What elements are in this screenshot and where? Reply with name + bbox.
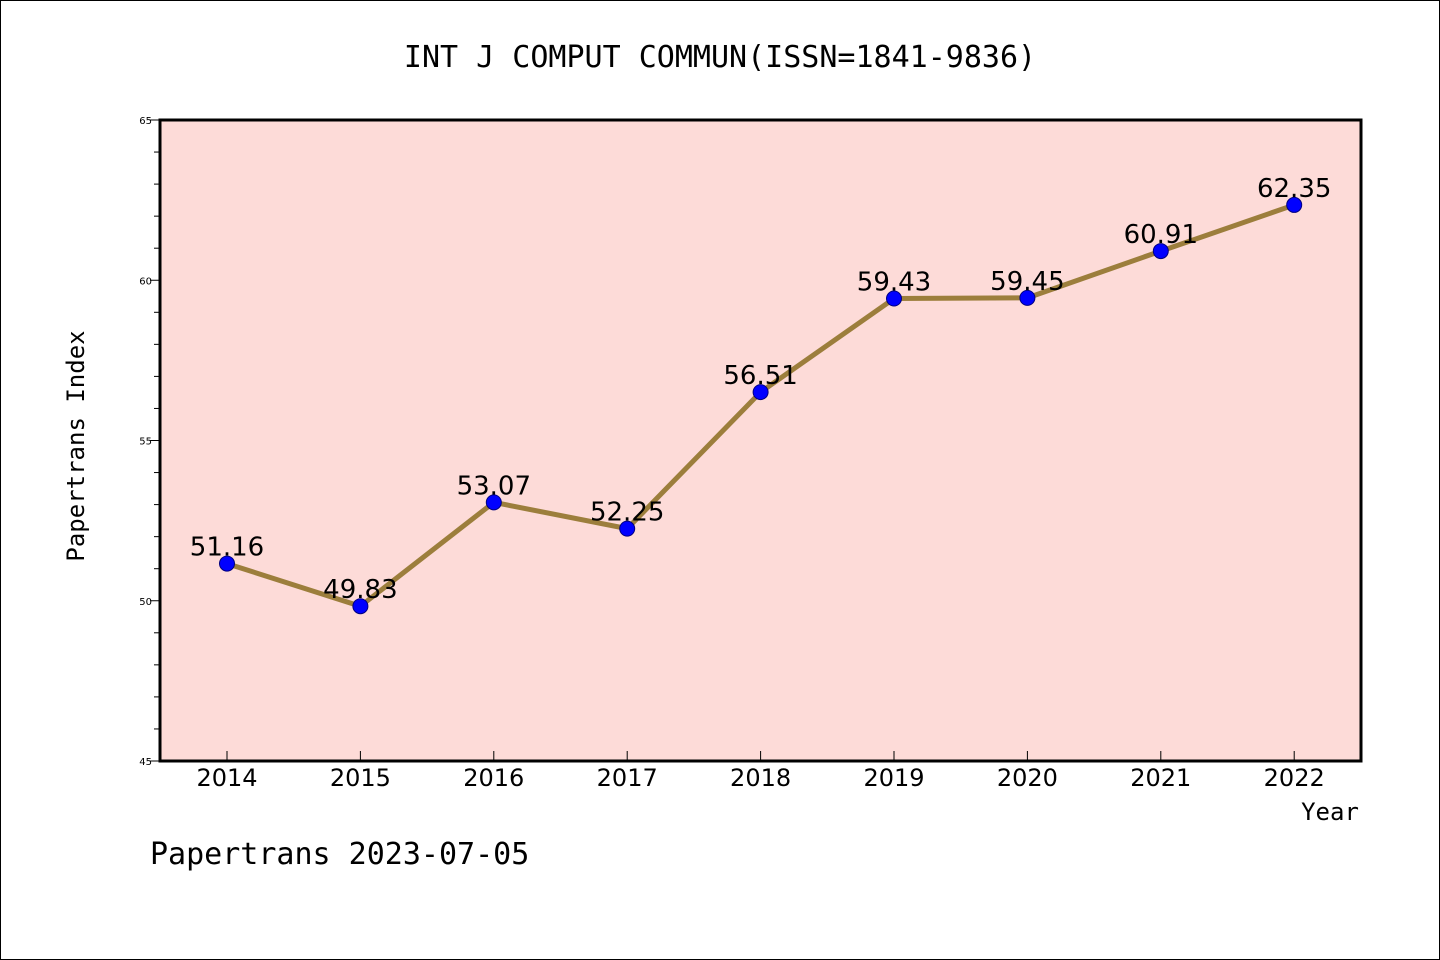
chart-title: INT J COMPUT COMMUN(ISSN=1841-9836) [404, 40, 1036, 75]
y-tick-label: 60 [139, 276, 152, 287]
x-tick-label: 2016 [463, 764, 524, 792]
x-tick-label: 2021 [1130, 764, 1191, 792]
data-point [886, 290, 902, 307]
x-axis-label: Year [1301, 798, 1359, 826]
footer-text: Papertrans 2023-07-05 [150, 837, 529, 872]
data-point [219, 555, 235, 572]
y-tick-label: 55 [139, 437, 152, 448]
y-axis: 45 50 55 60 65 [139, 116, 160, 768]
x-tick-label: 2019 [863, 764, 924, 792]
data-point [1286, 196, 1303, 213]
data-point [752, 384, 769, 401]
data-labels: 51.16 49.83 53.07 52.25 56.51 59.43 59.45 60.91… [190, 174, 1332, 605]
data-point [1152, 243, 1169, 260]
data-label: 60.91 [1124, 220, 1198, 250]
x-tick-label: 2018 [730, 764, 791, 792]
x-tick-label: 2015 [330, 764, 391, 792]
data-label: 49.83 [323, 575, 397, 605]
data-label: 51.16 [190, 533, 264, 563]
data-point [619, 520, 636, 537]
data-point [1019, 289, 1036, 306]
x-tick-label: 2014 [196, 764, 257, 792]
y-tick-label: 45 [139, 757, 152, 768]
data-label: 53.07 [457, 471, 531, 501]
data-label: 52.25 [590, 498, 664, 528]
data-point [485, 494, 502, 511]
x-tick-label: 2020 [997, 764, 1058, 792]
data-label: 59.45 [990, 267, 1064, 297]
data-point [352, 598, 369, 615]
x-tick-label: 2017 [597, 764, 658, 792]
x-tick-label: 2022 [1264, 764, 1325, 792]
y-tick-label: 50 [139, 597, 152, 608]
x-axis: 2014 2015 2016 2017 2018 2019 2020 2021 2022 [196, 751, 1325, 792]
y-tick-label: 65 [139, 116, 152, 127]
plot-border [158, 118, 1363, 763]
data-label: 62.35 [1257, 174, 1331, 204]
data-label: 59.43 [857, 268, 931, 298]
data-markers [219, 196, 1303, 615]
y-axis-label: Papertrans Index [62, 330, 90, 561]
data-label: 56.51 [723, 361, 797, 391]
plot-area [160, 120, 1361, 761]
